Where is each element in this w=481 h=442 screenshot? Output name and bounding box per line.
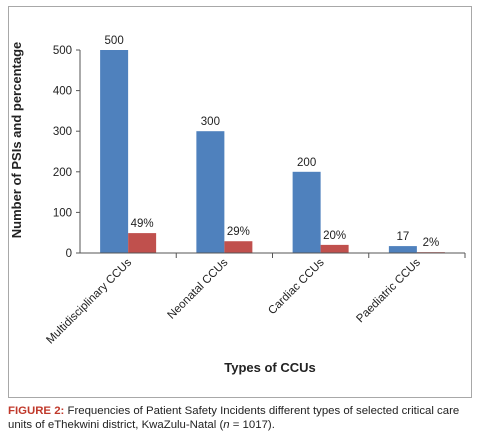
bar bbox=[100, 50, 129, 253]
y-tick-label: 400 bbox=[53, 86, 72, 98]
bar-value-label: 17 bbox=[396, 231, 409, 243]
x-axis-ticks bbox=[175, 253, 466, 258]
y-tick-label: 0 bbox=[66, 248, 72, 260]
caption-label: FIGURE 2: bbox=[8, 405, 65, 417]
bar-value-label: 300 bbox=[201, 116, 220, 128]
y-tick-label: 100 bbox=[53, 207, 72, 219]
x-category-label: Neonatal CCUs bbox=[166, 256, 231, 321]
x-category-labels: Multidisciplinary CCUs Neonatal CCUs Cardi… bbox=[44, 256, 423, 346]
y-axis-ticks: 0 100 200 300 400 500 bbox=[53, 45, 80, 260]
y-tick-label: 500 bbox=[53, 45, 72, 57]
y-tick-label: 200 bbox=[53, 167, 72, 179]
bar-value-label: 2% bbox=[423, 237, 440, 249]
bar-value-label: 500 bbox=[105, 35, 124, 47]
figure-frame bbox=[8, 6, 472, 398]
figure-caption: FIGURE 2: Frequencies of Patient Safety … bbox=[8, 404, 476, 432]
y-tick-label: 300 bbox=[53, 126, 72, 138]
bar-value-label: 49% bbox=[131, 218, 154, 230]
bar bbox=[292, 171, 321, 253]
y-axis-title: Number of PSIs and percentage bbox=[9, 42, 24, 239]
caption-text-end: = 1017). bbox=[229, 419, 275, 431]
caption-text: Frequencies of Patient Safety Incidents … bbox=[8, 405, 460, 431]
bar-value-label: 200 bbox=[297, 157, 316, 169]
x-category-label: Cardiac CCUs bbox=[266, 256, 327, 317]
bars bbox=[100, 50, 445, 253]
bar-value-label: 29% bbox=[227, 226, 250, 238]
x-category-label: Paediatric CCUs bbox=[354, 256, 423, 325]
bar bbox=[224, 241, 253, 253]
data-labels: 500 49% 300 29% 200 20% 17 2% bbox=[105, 35, 440, 249]
bar bbox=[388, 246, 417, 253]
bar bbox=[128, 233, 157, 253]
caption-italic: n bbox=[223, 419, 230, 431]
bar bbox=[196, 131, 225, 253]
x-axis-title: Types of CCUs bbox=[224, 360, 316, 375]
x-category-label: Multidisciplinary CCUs bbox=[44, 256, 134, 346]
bar-value-label: 20% bbox=[323, 230, 346, 242]
bar bbox=[320, 244, 349, 253]
